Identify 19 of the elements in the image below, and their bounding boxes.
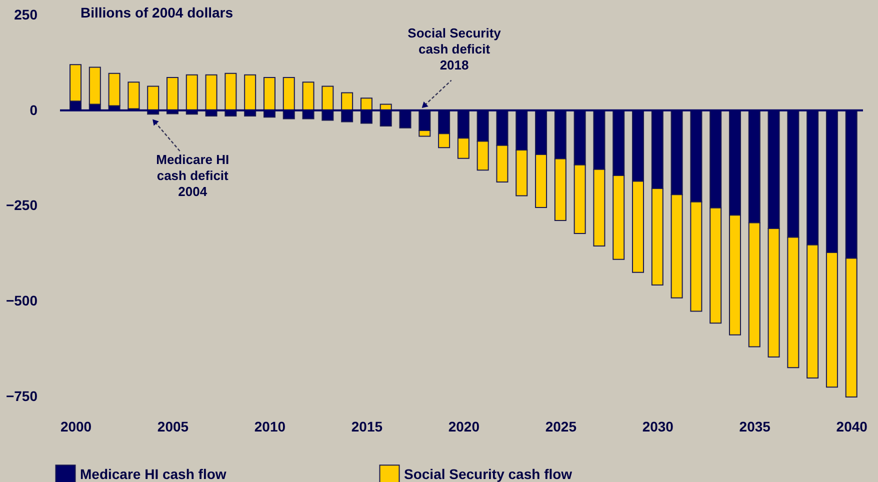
x-tick-label: 2020	[448, 418, 480, 434]
x-tick-label: 2040	[836, 418, 868, 434]
x-tick-label: 2030	[642, 418, 674, 434]
y-tick-label: −750	[6, 388, 38, 404]
annotation: Medicare HI cash deficit 2004	[156, 152, 230, 200]
y-tick-label: 0	[30, 102, 38, 118]
annotation: Social Security cash deficit 2018	[408, 25, 502, 72]
y-axis-title: Billions of 2004 dollars	[80, 4, 234, 20]
x-tick-label: 2010	[254, 418, 286, 434]
x-tick-label: 2000	[60, 418, 92, 434]
legend-label: Medicare HI cash flow	[80, 466, 226, 482]
x-tick-label: 2005	[157, 418, 189, 434]
y-tick-label: −500	[6, 292, 38, 308]
x-tick-label: 2025	[545, 418, 577, 434]
y-tick-label: 250	[14, 6, 38, 22]
x-tick-label: 2015	[351, 418, 383, 434]
y-tick-label: −250	[6, 197, 38, 214]
legend-label: Social Security cash flow	[404, 466, 572, 482]
x-tick-label: 2035	[739, 418, 771, 434]
